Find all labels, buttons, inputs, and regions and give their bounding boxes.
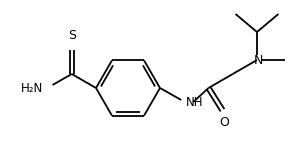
Text: NH: NH xyxy=(186,96,204,110)
Text: O: O xyxy=(220,116,230,129)
Text: H₂N: H₂N xyxy=(21,82,43,95)
Text: N: N xyxy=(253,54,263,67)
Text: S: S xyxy=(68,29,76,42)
